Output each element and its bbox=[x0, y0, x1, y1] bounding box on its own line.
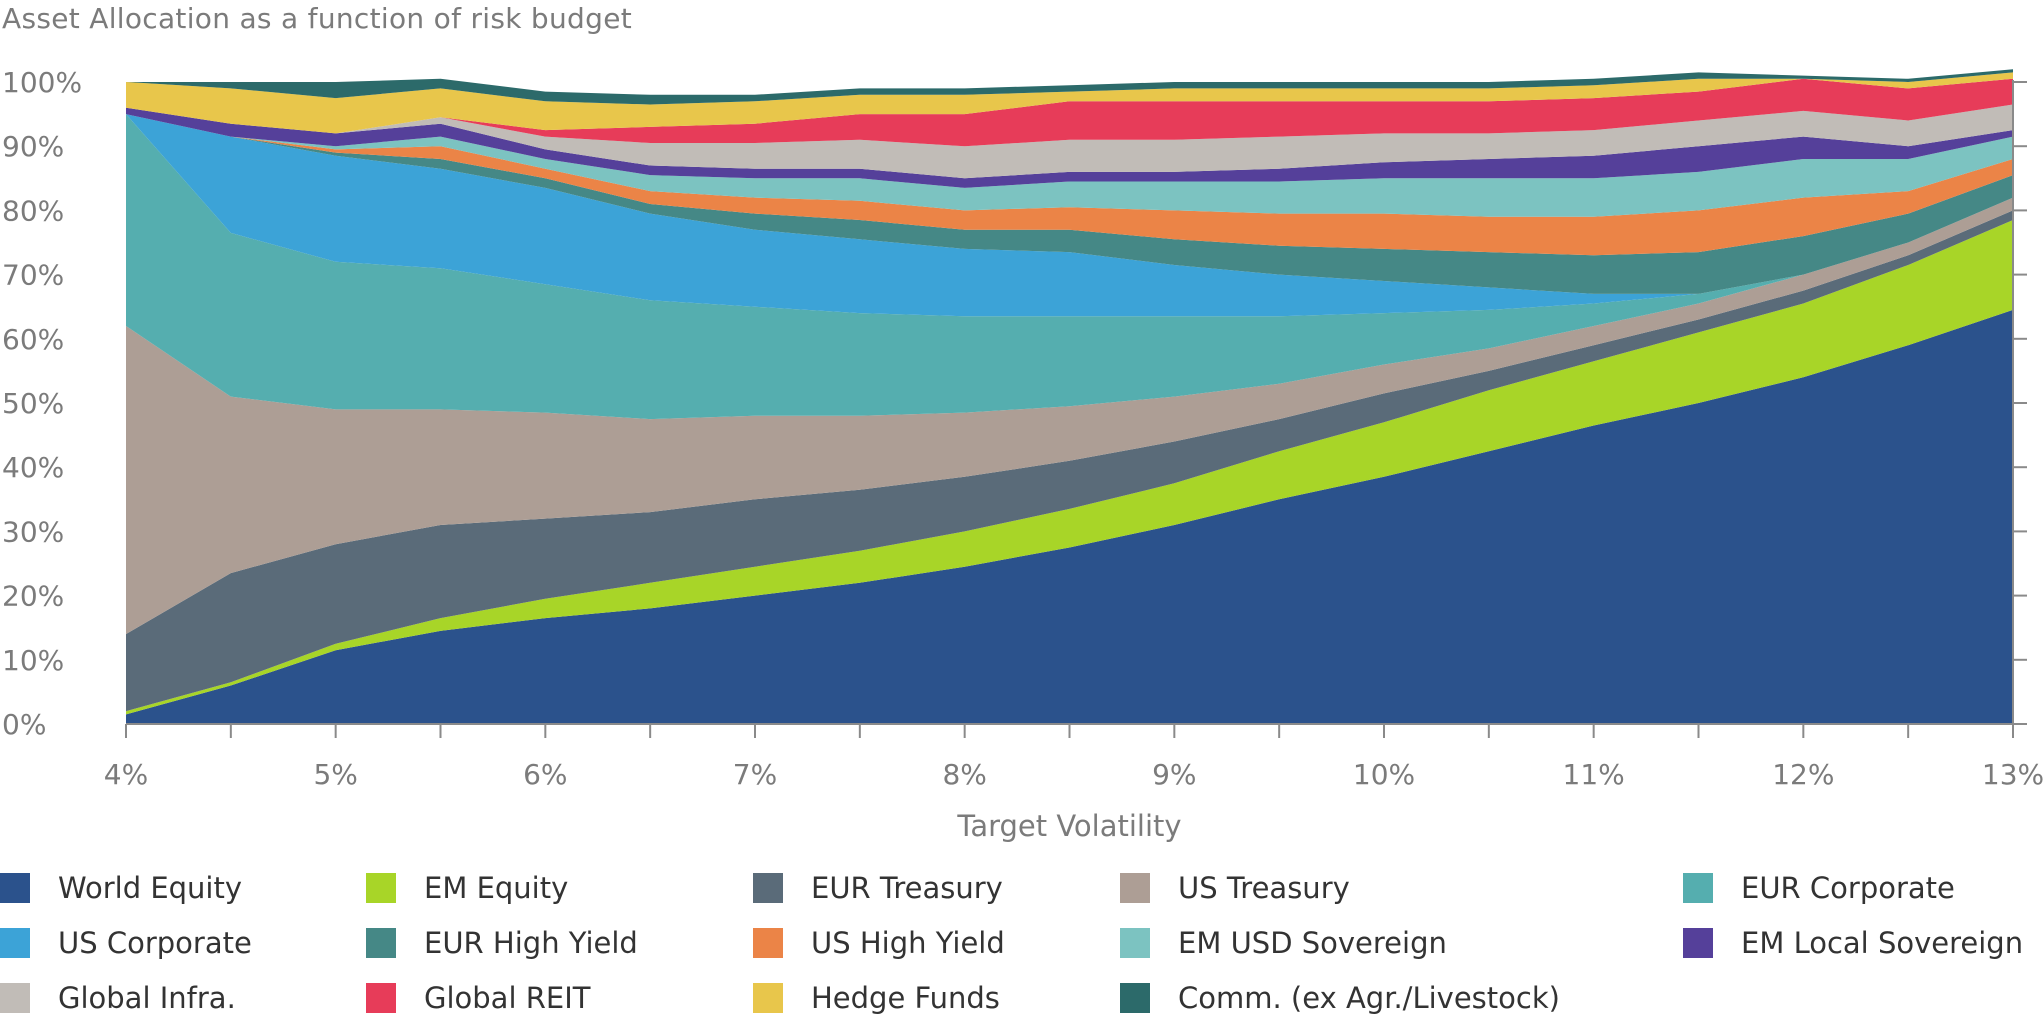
legend-label: EM USD Sovereign bbox=[1178, 926, 1447, 960]
legend-item-eur-treasury: EUR Treasury bbox=[753, 868, 1003, 908]
legend-swatch bbox=[1683, 873, 1713, 903]
legend-item-eur-corporate: EUR Corporate bbox=[1683, 868, 1955, 908]
legend-swatch bbox=[0, 983, 30, 1013]
legend-swatch bbox=[1683, 928, 1713, 958]
legend-item-em-usd-sovereign: EM USD Sovereign bbox=[1120, 923, 1447, 963]
legend-item-hedge-funds: Hedge Funds bbox=[753, 978, 1000, 1018]
y-tick-label: 10% bbox=[2, 644, 64, 677]
area-global-infra bbox=[126, 104, 2013, 179]
x-tick-label: 5% bbox=[313, 758, 357, 791]
legend-swatch bbox=[753, 983, 783, 1013]
legend-label: US Treasury bbox=[1178, 871, 1350, 905]
y-tick-label: 90% bbox=[2, 130, 64, 163]
legend-item-comm-ex-agr-livestock: Comm. (ex Agr./Livestock) bbox=[1120, 978, 1560, 1018]
legend-swatch bbox=[366, 983, 396, 1013]
legend-item-em-equity: EM Equity bbox=[366, 868, 568, 908]
legend-swatch bbox=[0, 873, 30, 903]
y-tick-label: 40% bbox=[2, 451, 64, 484]
x-tick-label: 11% bbox=[1563, 758, 1625, 791]
area-em-equity bbox=[126, 220, 2013, 715]
axes: 4% 5% 6% 7% 8% 9% 10% 11% 12% 13% 0% 10% 20% 30% 40% 50… bbox=[2, 66, 2043, 843]
area-hedge-funds bbox=[126, 72, 2013, 134]
legend-item-world-equity: World Equity bbox=[0, 868, 242, 908]
legend-item-global-reit: Global REIT bbox=[366, 978, 590, 1018]
legend-item-em-local-sovereign: EM Local Sovereign bbox=[1683, 923, 2023, 963]
x-tick-label: 6% bbox=[523, 758, 567, 791]
x-tick-label: 13% bbox=[1982, 758, 2043, 791]
legend-label: US High Yield bbox=[811, 926, 1005, 960]
x-tick-label: 8% bbox=[942, 758, 986, 791]
chart-title: Asset Allocation as a function of risk b… bbox=[2, 2, 633, 35]
legend-label: Global Infra. bbox=[58, 981, 236, 1015]
legend-item-us-treasury: US Treasury bbox=[1120, 868, 1350, 908]
area-us-corporate bbox=[126, 114, 2013, 317]
legend-item-us-corporate: US Corporate bbox=[0, 923, 252, 963]
legend-swatch bbox=[753, 873, 783, 903]
stacked-areas bbox=[126, 69, 2013, 724]
legend-label: World Equity bbox=[58, 871, 243, 905]
x-tick-label: 4% bbox=[104, 758, 148, 791]
y-tick-label: 30% bbox=[2, 515, 64, 548]
x-tick-label: 12% bbox=[1772, 758, 1834, 791]
legend-swatch bbox=[0, 928, 30, 958]
area-us-high-yield bbox=[126, 114, 2013, 256]
y-tick-label: 100% bbox=[2, 66, 82, 99]
legend-label: US Corporate bbox=[58, 926, 252, 960]
x-tick-label: 9% bbox=[1152, 758, 1196, 791]
y-tick-label: 20% bbox=[2, 580, 64, 613]
area-em-local-sovereign bbox=[126, 107, 2013, 188]
legend-label: EUR Treasury bbox=[811, 871, 1003, 905]
legend-swatch bbox=[1120, 928, 1150, 958]
area-eur-corporate bbox=[126, 114, 2013, 420]
x-tick-label: 10% bbox=[1353, 758, 1415, 791]
x-tick-label: 7% bbox=[733, 758, 777, 791]
y-tick-label: 80% bbox=[2, 194, 64, 227]
legend-label: EUR Corporate bbox=[1741, 871, 1955, 905]
legend-item-us-high-yield: US High Yield bbox=[753, 923, 1005, 963]
y-tick-label: 60% bbox=[2, 323, 64, 356]
legend-swatch bbox=[366, 873, 396, 903]
y-tick-label: 0% bbox=[2, 708, 46, 741]
chart-area: 4% 5% 6% 7% 8% 9% 10% 11% 12% 13% 0% 10% 20% 30% 40% 50… bbox=[2, 66, 2043, 843]
legend-item-global-infra: Global Infra. bbox=[0, 978, 236, 1018]
legend-swatch bbox=[366, 928, 396, 958]
legend: World Equity EM Equity EUR Treasury US Trea… bbox=[0, 868, 2043, 1018]
legend-swatch bbox=[753, 928, 783, 958]
area-comm-ex-agr-livestock bbox=[126, 69, 2013, 105]
y-tick-label: 50% bbox=[2, 387, 64, 420]
legend-swatch bbox=[1120, 983, 1150, 1013]
legend-label: Comm. (ex Agr./Livestock) bbox=[1178, 981, 1560, 1015]
legend-label: Hedge Funds bbox=[811, 981, 1000, 1015]
legend-label: EM Local Sovereign bbox=[1741, 926, 2024, 960]
legend-label: EUR High Yield bbox=[424, 926, 638, 960]
legend-label: Global REIT bbox=[424, 981, 591, 1015]
x-axis-title: Target Volatility bbox=[956, 809, 1181, 843]
area-em-usd-sovereign bbox=[126, 114, 2013, 217]
area-global-reit bbox=[126, 78, 2013, 147]
area-us-treasury bbox=[126, 197, 2013, 635]
area-world-equity bbox=[126, 309, 2013, 724]
legend-item-eur-high-yield: EUR High Yield bbox=[366, 923, 638, 963]
legend-label: EM Equity bbox=[424, 871, 569, 905]
legend-swatch bbox=[1120, 873, 1150, 903]
y-tick-label: 70% bbox=[2, 259, 64, 292]
